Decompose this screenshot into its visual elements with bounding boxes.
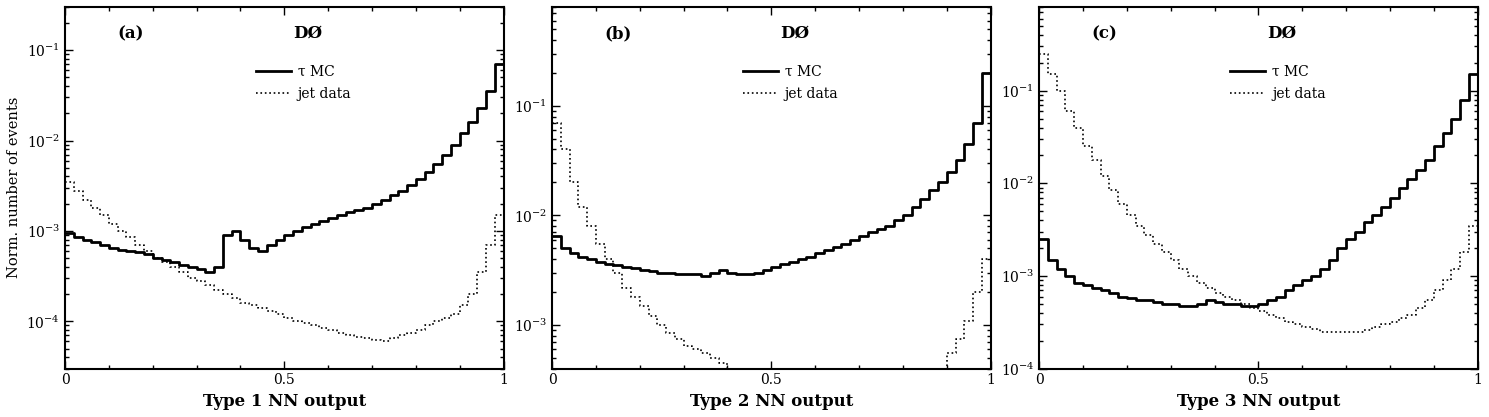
jet data <box>476 270 494 275</box>
jet data <box>963 318 981 323</box>
jet data <box>771 383 789 388</box>
τ MC <box>1294 278 1312 283</box>
Text: DØ: DØ <box>293 25 322 42</box>
Text: (a): (a) <box>118 25 144 42</box>
τ MC <box>1468 72 1486 77</box>
τ MC <box>947 158 965 163</box>
τ MC <box>806 251 823 256</box>
Legend: τ MC, jet data: τ MC, jet data <box>1230 65 1325 101</box>
jet data <box>543 121 561 126</box>
τ MC <box>1030 236 1048 241</box>
jet data <box>284 315 302 320</box>
jet data <box>1310 329 1328 334</box>
τ MC <box>144 252 162 257</box>
jet data <box>372 339 390 344</box>
Legend: τ MC, jet data: τ MC, jet data <box>256 65 351 101</box>
Text: DØ: DØ <box>780 25 809 42</box>
Line: τ MC: τ MC <box>1039 74 1477 306</box>
X-axis label: Type 3 NN output: Type 3 NN output <box>1176 393 1340 410</box>
τ MC <box>476 106 494 111</box>
jet data <box>57 179 74 184</box>
jet data <box>981 256 999 261</box>
Line: jet data: jet data <box>552 123 990 407</box>
Line: τ MC: τ MC <box>66 64 503 272</box>
jet data <box>1258 309 1276 314</box>
τ MC <box>1459 72 1477 77</box>
τ MC <box>1118 294 1136 299</box>
τ MC <box>460 120 478 125</box>
Y-axis label: Norm. number of events: Norm. number of events <box>7 97 21 279</box>
jet data <box>841 404 859 409</box>
τ MC <box>1434 131 1452 136</box>
τ MC <box>981 70 999 75</box>
τ MC <box>771 261 789 266</box>
Line: τ MC: τ MC <box>552 73 990 276</box>
Line: jet data: jet data <box>1039 54 1477 332</box>
τ MC <box>692 274 710 279</box>
jet data <box>648 314 666 319</box>
Legend: τ MC, jet data: τ MC, jet data <box>743 65 838 101</box>
Text: DØ: DØ <box>1267 25 1297 42</box>
jet data <box>161 260 179 265</box>
τ MC <box>284 229 302 234</box>
τ MC <box>161 257 179 262</box>
τ MC <box>1136 297 1154 302</box>
τ MC <box>485 62 503 67</box>
jet data <box>460 291 478 296</box>
τ MC <box>1258 297 1276 302</box>
τ MC <box>1170 303 1188 308</box>
τ MC <box>1452 116 1470 121</box>
jet data <box>947 336 965 341</box>
jet data <box>1030 51 1048 56</box>
jet data <box>494 213 512 218</box>
jet data <box>319 325 337 330</box>
τ MC <box>57 231 74 236</box>
τ MC <box>494 62 512 67</box>
τ MC <box>197 270 214 275</box>
jet data <box>1294 322 1312 327</box>
τ MC <box>972 70 990 75</box>
X-axis label: Type 1 NN output: Type 1 NN output <box>203 393 366 410</box>
Line: jet data: jet data <box>66 182 503 342</box>
jet data <box>1118 201 1136 206</box>
Text: (c): (c) <box>1091 25 1118 42</box>
jet data <box>806 392 823 397</box>
τ MC <box>319 215 337 220</box>
Text: (b): (b) <box>605 25 631 42</box>
τ MC <box>648 269 666 274</box>
jet data <box>631 294 649 299</box>
τ MC <box>543 234 561 239</box>
jet data <box>1468 223 1486 228</box>
jet data <box>1434 278 1452 283</box>
jet data <box>1452 266 1470 271</box>
τ MC <box>963 141 981 146</box>
jet data <box>1136 223 1154 228</box>
τ MC <box>631 266 649 271</box>
X-axis label: Type 2 NN output: Type 2 NN output <box>689 393 853 410</box>
jet data <box>144 249 162 254</box>
